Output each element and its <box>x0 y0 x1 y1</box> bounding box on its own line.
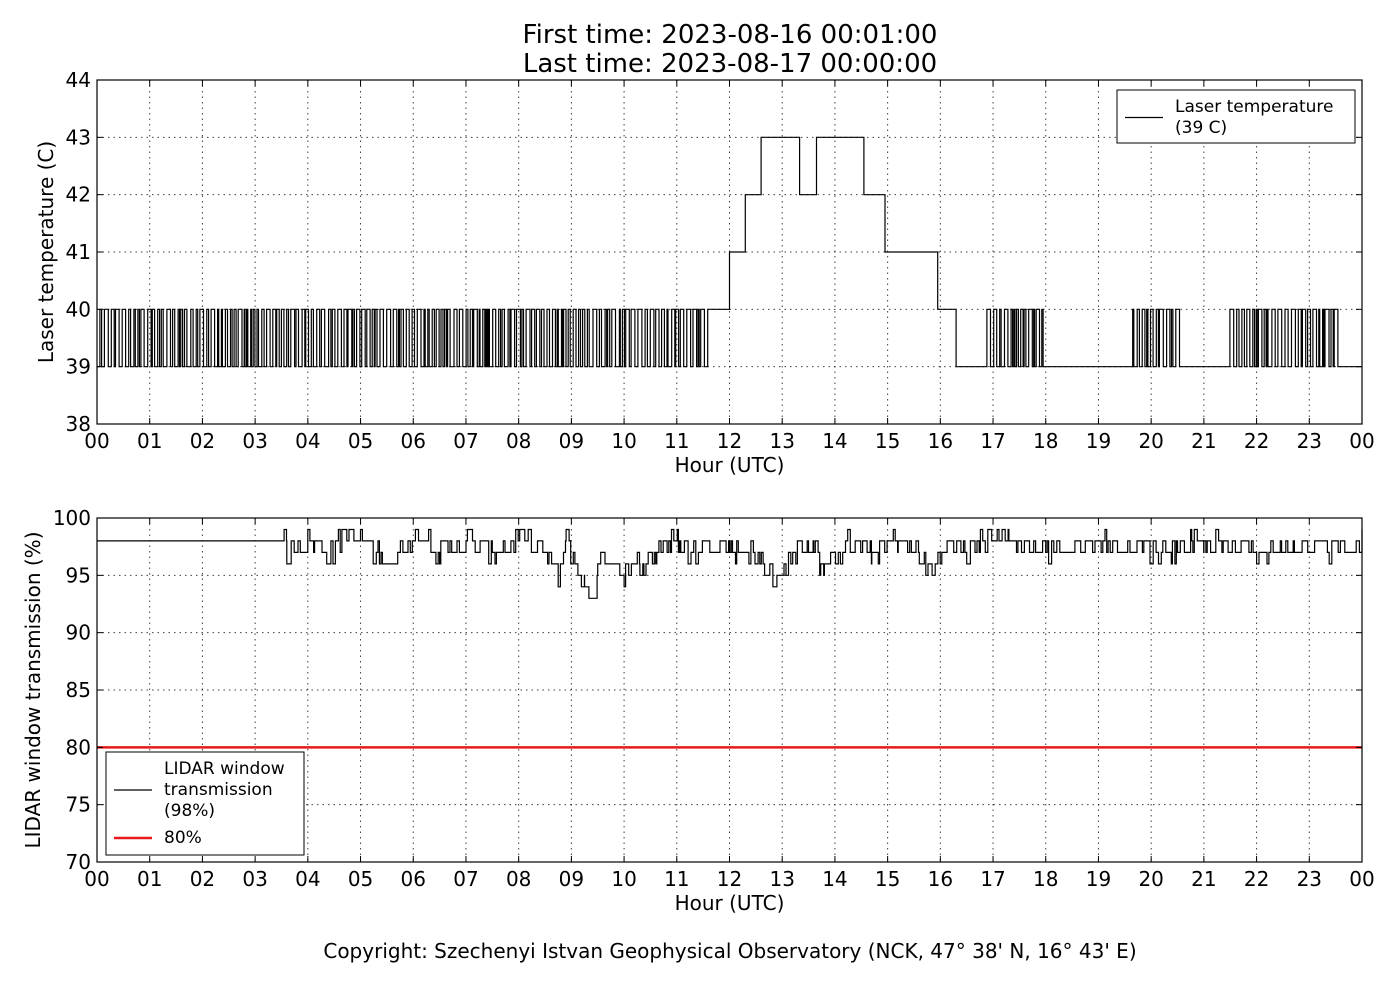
x-tick-label: 08 <box>506 867 531 891</box>
x-tick-label: 05 <box>348 867 373 891</box>
title-line-2: Last time: 2023-08-17 00:00:00 <box>523 49 937 79</box>
x-tick-label: 04 <box>295 429 320 453</box>
y-tick-label: 95 <box>66 563 91 587</box>
x-tick-label: 22 <box>1244 867 1269 891</box>
copyright-text: Copyright: Szechenyi Istvan Geophysical … <box>323 939 1136 963</box>
x-tick-label: 20 <box>1138 867 1163 891</box>
plots-layer: 00 01 02 03 04 05 06 07 08 09 10 11 12 13 14 15 16 17 18 19… <box>21 68 1375 915</box>
x-tick-label: 16 <box>928 429 953 453</box>
x-tick-label: 16 <box>928 867 953 891</box>
legend-label: 80% <box>164 828 202 848</box>
x-tick-label: 12 <box>717 429 742 453</box>
x-tick-label: 11 <box>664 429 689 453</box>
y-tick-label: 40 <box>66 297 91 321</box>
y-tick-label: 39 <box>66 355 91 379</box>
x-tick-label: 00 <box>84 867 109 891</box>
y-tick-label: 43 <box>66 125 91 149</box>
y-tick-label: 41 <box>66 240 91 264</box>
x-tick-label: 12 <box>717 867 742 891</box>
x-tick-label: 07 <box>453 429 478 453</box>
x-tick-label: 15 <box>875 867 900 891</box>
x-tick-label: 21 <box>1191 429 1216 453</box>
legend-label: transmission <box>164 780 273 800</box>
x-axis-label: Hour (UTC) <box>675 891 785 915</box>
legend-label: (39 C) <box>1175 118 1227 138</box>
x-tick-label: 23 <box>1297 867 1322 891</box>
x-tick-label: 18 <box>1033 429 1058 453</box>
subplot-1: 00 01 02 03 04 05 06 07 08 09 10 11 12 13 14 15 16 17 18 19… <box>34 68 1375 477</box>
x-tick-label: 06 <box>401 429 426 453</box>
x-tick-label: 14 <box>822 867 847 891</box>
y-axis-label: LIDAR window transmission (%) <box>21 532 45 849</box>
x-tick-label: 09 <box>559 867 584 891</box>
x-tick-label: 10 <box>611 867 636 891</box>
x-tick-label: 17 <box>980 429 1005 453</box>
y-tick-label: 100 <box>53 506 91 530</box>
y-tick-label: 70 <box>66 850 91 874</box>
legend-label: Laser temperature <box>1175 97 1333 117</box>
x-tick-label: 17 <box>980 867 1005 891</box>
x-tick-label: 00 <box>1349 867 1374 891</box>
x-tick-label: 22 <box>1244 429 1269 453</box>
y-tick-label: 42 <box>66 183 91 207</box>
y-tick-label: 44 <box>66 68 91 92</box>
x-axis-label: Hour (UTC) <box>675 453 785 477</box>
y-tick-label: 80 <box>66 735 91 759</box>
x-tick-label: 03 <box>242 429 267 453</box>
x-tick-label: 23 <box>1297 429 1322 453</box>
x-tick-label: 00 <box>1349 429 1374 453</box>
x-tick-label: 19 <box>1086 867 1111 891</box>
x-tick-label: 21 <box>1191 867 1216 891</box>
x-tick-label: 08 <box>506 429 531 453</box>
x-tick-label: 03 <box>242 867 267 891</box>
x-tick-label: 04 <box>295 867 320 891</box>
x-tick-label: 01 <box>137 429 162 453</box>
title-line-1: First time: 2023-08-16 00:01:00 <box>523 20 938 50</box>
x-tick-label: 02 <box>190 429 215 453</box>
x-tick-label: 19 <box>1086 429 1111 453</box>
x-tick-label: 05 <box>348 429 373 453</box>
series-line-1 <box>97 136 1362 368</box>
x-tick-label: 13 <box>769 867 794 891</box>
y-tick-label: 75 <box>66 793 91 817</box>
x-tick-label: 02 <box>190 867 215 891</box>
x-tick-label: 09 <box>559 429 584 453</box>
x-tick-label: 15 <box>875 429 900 453</box>
x-tick-label: 18 <box>1033 867 1058 891</box>
x-tick-label: 00 <box>84 429 109 453</box>
y-tick-label: 90 <box>66 621 91 645</box>
legend-box <box>1116 89 1356 144</box>
x-tick-label: 07 <box>453 867 478 891</box>
x-tick-label: 20 <box>1138 429 1163 453</box>
subplot-2: 00 01 02 03 04 05 06 07 08 09 10 11 12 13 14 15 16 17 18 19… <box>21 506 1375 915</box>
legend-label: (98%) <box>164 801 215 821</box>
x-tick-label: 14 <box>822 429 847 453</box>
legend-label: LIDAR window <box>164 759 285 779</box>
x-tick-label: 01 <box>137 867 162 891</box>
y-tick-label: 38 <box>66 412 91 436</box>
x-tick-label: 13 <box>769 429 794 453</box>
x-tick-label: 11 <box>664 867 689 891</box>
legend: Laser temperature(39 C) <box>1116 89 1356 144</box>
x-tick-label: 10 <box>611 429 636 453</box>
y-axis-label: Laser temperature (C) <box>34 141 58 363</box>
x-tick-label: 06 <box>401 867 426 891</box>
series-line-1 <box>97 528 1363 599</box>
y-tick-label: 85 <box>66 678 91 702</box>
